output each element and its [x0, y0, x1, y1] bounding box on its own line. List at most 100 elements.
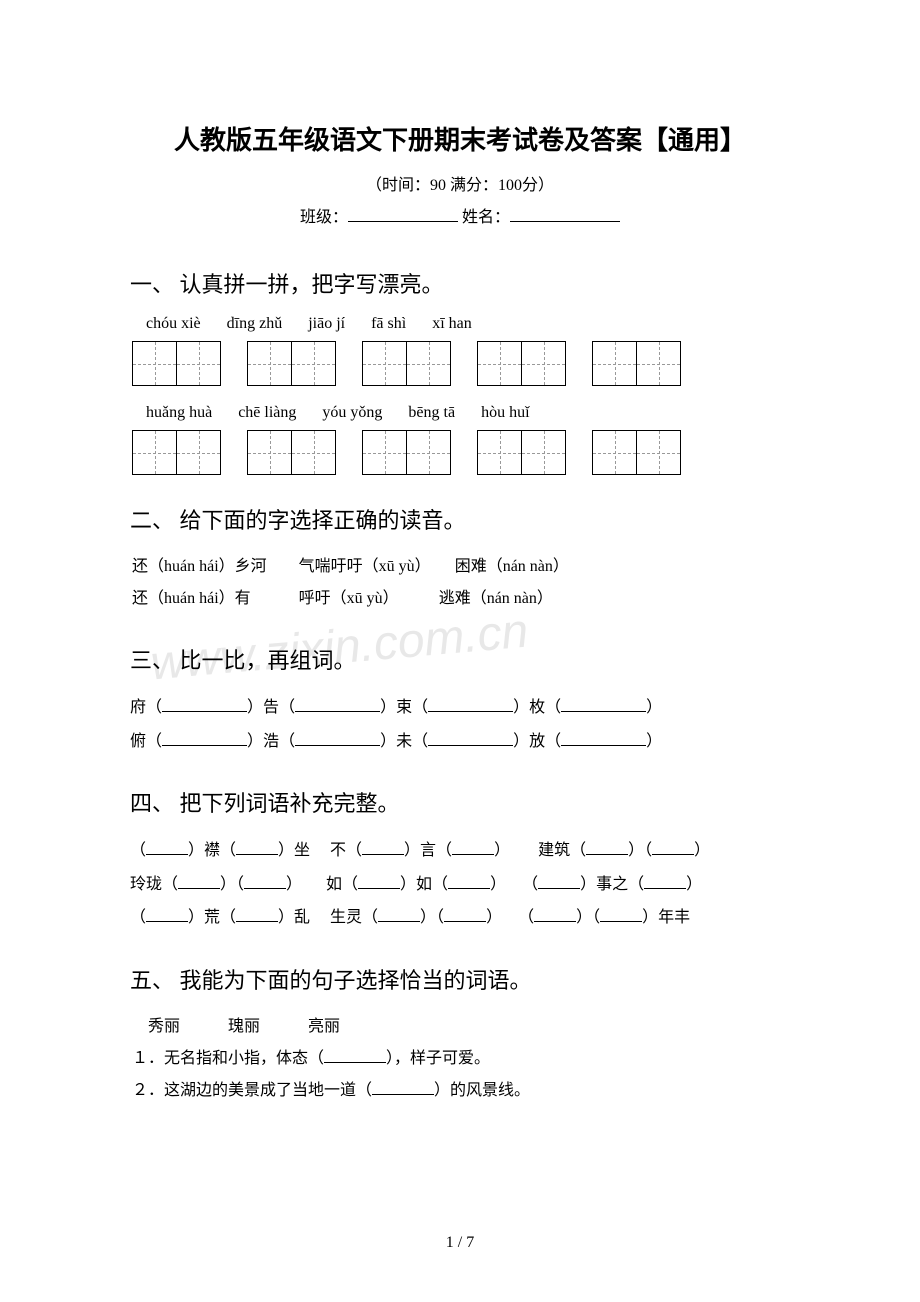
q4-text: ）（ — [628, 842, 652, 859]
pinyin-item: chē liàng — [238, 404, 296, 422]
blank — [146, 908, 188, 922]
document-content: 人教版五年级语文下册期末考试卷及答案【通用】 （时间：90 满分：100分） 班… — [130, 120, 790, 1107]
q5-text: ２．这湖边的美景成了当地一道（ — [132, 1082, 372, 1099]
q4-text: ）（ — [420, 909, 444, 926]
blank — [324, 1049, 386, 1063]
blank — [428, 698, 513, 712]
q4-text: ）坐 不（ — [278, 842, 362, 859]
section-3-title: 三、 比一比，再组词。 — [130, 643, 790, 675]
blank — [236, 841, 278, 855]
q2-item: 呼吁（xū yù） — [299, 590, 391, 607]
pinyin-row-2: huǎng huà chē liàng yóu yǒng bēng tā hòu… — [146, 404, 790, 422]
blank — [372, 1081, 434, 1095]
q4-text: 玲珑（ — [130, 876, 178, 893]
section-2-title: 二、 给下面的字选择正确的读音。 — [130, 503, 790, 535]
section-3-line1: 府（）告（）束（）枚（） — [130, 691, 790, 725]
blank — [362, 841, 404, 855]
pinyin-item: xī han — [432, 315, 472, 333]
q4-text: ） 如（ — [286, 876, 358, 893]
blank — [162, 732, 247, 746]
char-box — [477, 430, 522, 475]
q2-item: 困难（nán nàn） — [455, 558, 569, 575]
q3-char: 告 — [263, 699, 279, 716]
char-box-group — [592, 341, 681, 386]
q4-text: ）（ — [576, 909, 600, 926]
q4-text: ）荒（ — [188, 909, 236, 926]
char-box — [176, 341, 221, 386]
char-box — [592, 430, 637, 475]
section-5-q2: ２．这湖边的美景成了当地一道（ ）的风景线。 — [132, 1075, 790, 1107]
blank — [448, 875, 490, 889]
q5-text: １．无名指和小指，体态（ — [132, 1050, 324, 1067]
q4-text: ）如（ — [400, 876, 448, 893]
section-4-line3: （）荒（）乱 生灵（）（） （）（）年丰 — [130, 901, 790, 935]
char-box-group — [477, 341, 566, 386]
blank — [561, 732, 646, 746]
q4-text: ） — [694, 842, 710, 859]
q4-text: ） （ — [486, 909, 534, 926]
char-box — [362, 341, 407, 386]
q5-text: ），样子可爱。 — [386, 1050, 490, 1067]
char-box-group — [132, 430, 221, 475]
blank — [538, 875, 580, 889]
blank — [244, 875, 286, 889]
char-box — [636, 341, 681, 386]
q3-char: 放 — [529, 733, 545, 750]
q4-text: ）（ — [220, 876, 244, 893]
pinyin-item: hòu huǐ — [481, 404, 529, 422]
q4-text: ）乱 生灵（ — [278, 909, 378, 926]
section-1-title: 一、 认真拼一拼，把字写漂亮。 — [130, 267, 790, 299]
char-box — [592, 341, 637, 386]
pinyin-item: huǎng huà — [146, 404, 212, 422]
char-box — [362, 430, 407, 475]
form-line: 班级： 姓名： — [130, 203, 790, 227]
char-box — [247, 430, 292, 475]
section-5-words: 秀丽 瑰丽 亮丽 — [132, 1011, 790, 1043]
blank — [586, 841, 628, 855]
q4-text: ）年丰 — [642, 909, 690, 926]
blank — [146, 841, 188, 855]
blank — [236, 908, 278, 922]
q3-char: 束 — [396, 699, 412, 716]
name-blank — [510, 206, 620, 222]
boxes-row-2 — [132, 430, 790, 475]
char-box — [132, 341, 177, 386]
pinyin-item: fā shì — [371, 315, 406, 333]
q5-text: ）的风景线。 — [434, 1082, 530, 1099]
pinyin-item: bēng tā — [408, 404, 455, 422]
section-5-title: 五、 我能为下面的句子选择恰当的词语。 — [130, 963, 790, 995]
section-2-line2: 还（huán hái）有 呼吁（xū yù） 逃难（nán nàn） — [132, 583, 790, 615]
blank — [295, 732, 380, 746]
q2-item: 气喘吁吁（xū yù） — [299, 558, 423, 575]
char-box — [291, 341, 336, 386]
char-box — [521, 341, 566, 386]
blank — [534, 908, 576, 922]
q3-char: 未 — [396, 733, 412, 750]
blank — [378, 908, 420, 922]
q3-char: 府 — [130, 699, 146, 716]
pinyin-item: jiāo jí — [308, 315, 345, 333]
class-label: 班级： — [300, 209, 348, 226]
q2-item: 逃难（nán nàn） — [439, 590, 553, 607]
char-box-group — [477, 430, 566, 475]
char-box-group — [132, 341, 221, 386]
char-box — [132, 430, 177, 475]
document-title: 人教版五年级语文下册期末考试卷及答案【通用】 — [130, 120, 790, 157]
blank — [162, 698, 247, 712]
char-box-group — [247, 341, 336, 386]
section-3-line2: 俯（）浩（）未（）放（） — [130, 725, 790, 759]
section-2-line1: 还（huán hái）乡河 气喘吁吁（xū yù） 困难（nán nàn） — [132, 551, 790, 583]
q3-char: 俯 — [130, 733, 146, 750]
pinyin-row-1: chóu xiè dīng zhǔ jiāo jí fā shì xī han — [146, 315, 790, 333]
q4-text: ）襟（ — [188, 842, 236, 859]
char-box — [406, 430, 451, 475]
q3-char: 枚 — [529, 699, 545, 716]
blank — [178, 875, 220, 889]
char-box — [521, 430, 566, 475]
pinyin-item: yóu yǒng — [322, 404, 382, 422]
char-box — [477, 341, 522, 386]
q4-text: ）言（ — [404, 842, 452, 859]
q4-text: ） （ — [490, 876, 538, 893]
blank — [444, 908, 486, 922]
class-blank — [348, 206, 458, 222]
